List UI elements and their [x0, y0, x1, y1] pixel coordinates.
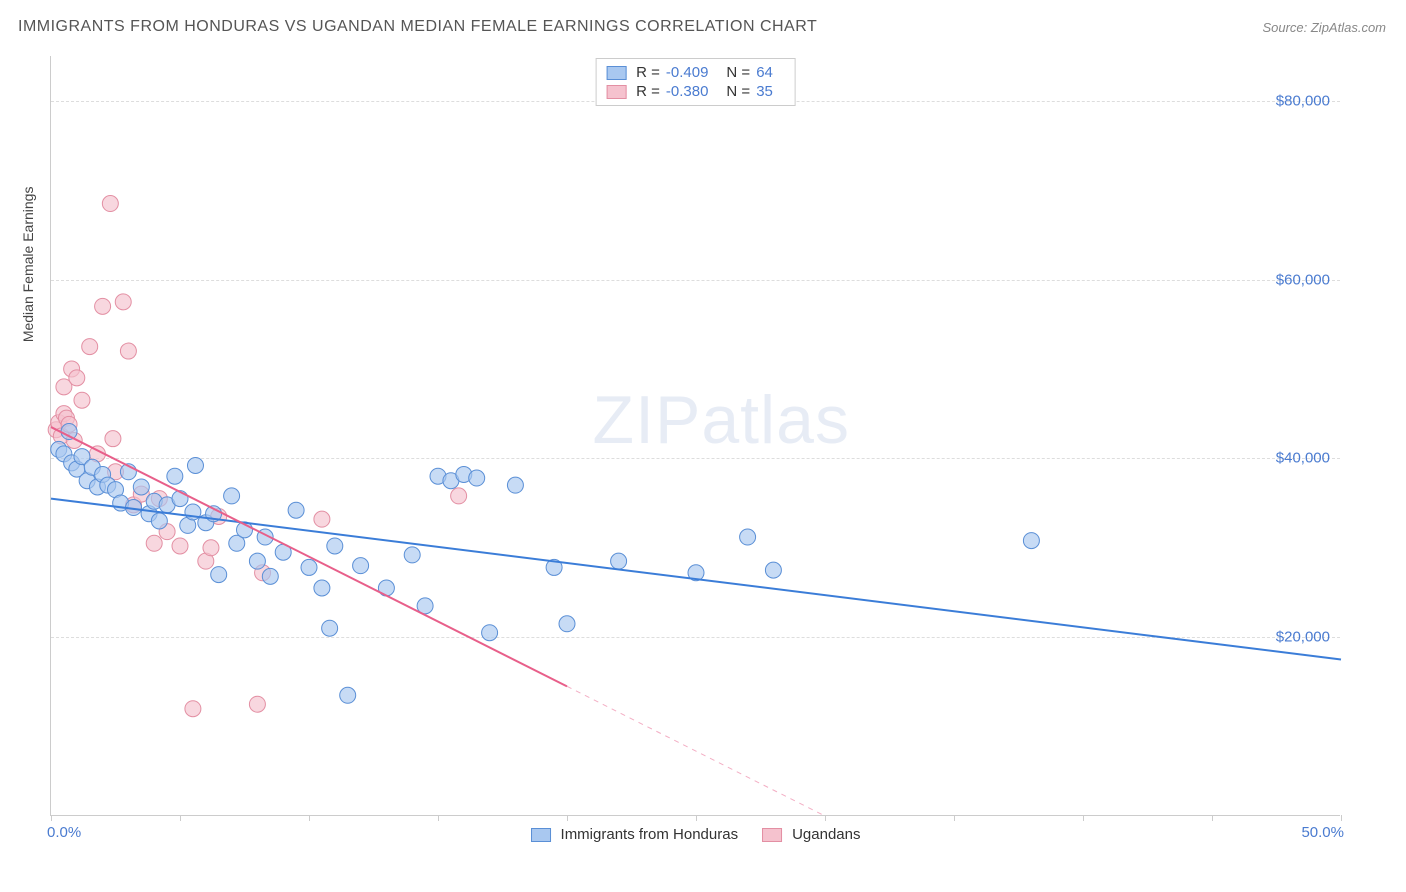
plot-area: ZIPatlas $20,000$40,000$60,000$80,000 R …: [50, 56, 1340, 816]
chart-title: IMMIGRANTS FROM HONDURAS VS UGANDAN MEDI…: [18, 18, 817, 36]
xtick-mark: [438, 815, 439, 821]
y-axis-label: Median Female Earnings: [20, 187, 36, 343]
swatch-honduras: [606, 66, 626, 80]
stats-row-1: R = -0.380 N = 35: [606, 82, 785, 101]
swatch-uganda: [606, 85, 626, 99]
scatter-svg: [51, 56, 1340, 815]
bottom-legend: Immigrants from Honduras Ugandans: [531, 826, 861, 843]
xtick-mark: [696, 815, 697, 821]
xtick-mark: [180, 815, 181, 821]
legend-item-uganda: Ugandans: [762, 826, 860, 843]
xtick-max: 50.0%: [1301, 824, 1344, 841]
xtick-mark: [1212, 815, 1213, 821]
xtick-mark: [825, 815, 826, 821]
source-attribution: Source: ZipAtlas.com: [1262, 20, 1386, 35]
stats-row-0: R = -0.409 N = 64: [606, 63, 785, 82]
xtick-mark: [954, 815, 955, 821]
legend-item-honduras: Immigrants from Honduras: [531, 826, 739, 843]
xtick-mark: [567, 815, 568, 821]
xtick-mark: [309, 815, 310, 821]
xtick-mark: [1341, 815, 1342, 821]
xtick-mark: [51, 815, 52, 821]
stats-box: R = -0.409 N = 64 R = -0.380 N = 35: [595, 58, 796, 106]
xtick-min: 0.0%: [47, 824, 81, 841]
legend-swatch-uganda: [762, 828, 782, 842]
xtick-mark: [1083, 815, 1084, 821]
legend-swatch-honduras: [531, 828, 551, 842]
